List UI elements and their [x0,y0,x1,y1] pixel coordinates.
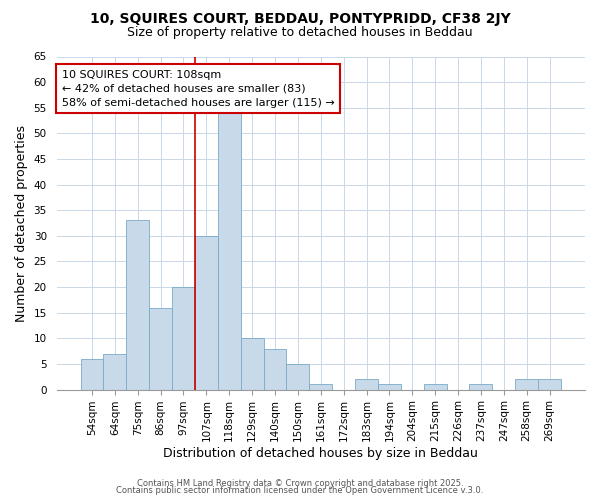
Bar [149,308,172,390]
Bar [424,384,446,390]
Bar [355,380,378,390]
Bar [515,380,538,390]
Bar [172,287,195,390]
Text: Size of property relative to detached houses in Beddau: Size of property relative to detached ho… [127,26,473,39]
Bar [286,364,310,390]
X-axis label: Distribution of detached houses by size in Beddau: Distribution of detached houses by size … [163,447,478,460]
Bar [241,338,263,390]
Y-axis label: Number of detached properties: Number of detached properties [15,124,28,322]
Bar [538,380,561,390]
Text: Contains public sector information licensed under the Open Government Licence v.: Contains public sector information licen… [116,486,484,495]
Bar [195,236,218,390]
Bar [378,384,401,390]
Text: 10, SQUIRES COURT, BEDDAU, PONTYPRIDD, CF38 2JY: 10, SQUIRES COURT, BEDDAU, PONTYPRIDD, C… [89,12,511,26]
Text: 10 SQUIRES COURT: 108sqm
← 42% of detached houses are smaller (83)
58% of semi-d: 10 SQUIRES COURT: 108sqm ← 42% of detach… [62,70,335,108]
Bar [263,348,286,390]
Bar [469,384,493,390]
Bar [310,384,332,390]
Text: Contains HM Land Registry data © Crown copyright and database right 2025.: Contains HM Land Registry data © Crown c… [137,478,463,488]
Bar [80,359,103,390]
Bar [127,220,149,390]
Bar [218,113,241,390]
Bar [103,354,127,390]
